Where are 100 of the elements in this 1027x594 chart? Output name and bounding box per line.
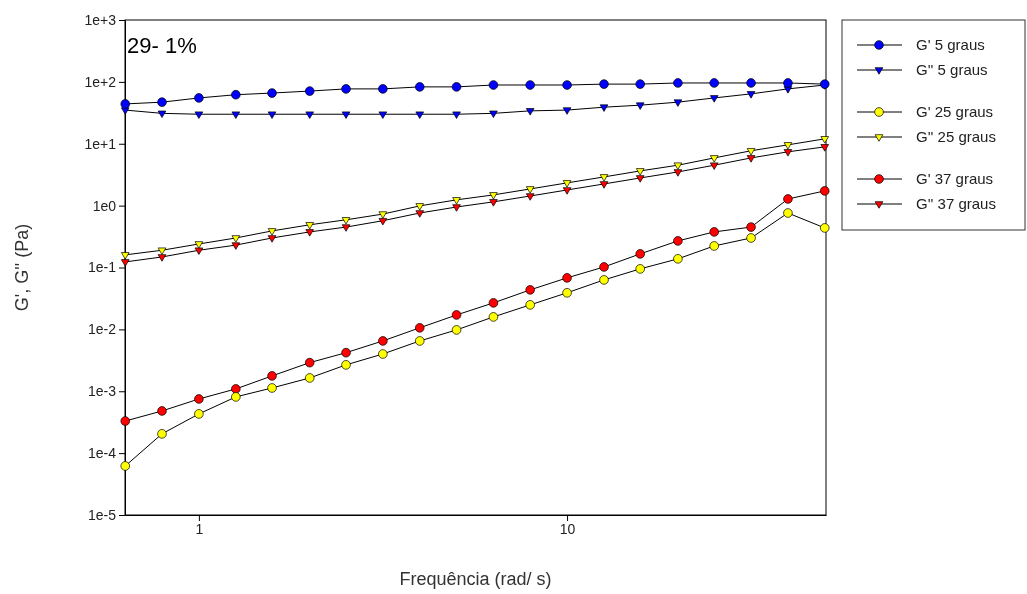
point [120, 99, 130, 109]
point [194, 394, 204, 404]
point [267, 111, 277, 119]
point [488, 298, 499, 308]
point [673, 254, 683, 264]
point [525, 186, 535, 194]
legend-label: G' 5 graus [916, 36, 985, 53]
y-axis-title: G', G'' (Pa) [12, 223, 32, 312]
point [341, 347, 351, 358]
point [121, 259, 130, 267]
point [121, 107, 130, 115]
point [820, 186, 830, 196]
point [157, 429, 167, 439]
point [378, 218, 388, 226]
y-tick-label: 1e+2 [84, 73, 117, 90]
point [231, 392, 241, 402]
point [709, 155, 719, 163]
point [157, 97, 167, 107]
point [673, 236, 683, 246]
point [489, 192, 498, 200]
annotation: 29- 1% [127, 33, 197, 58]
point [341, 360, 351, 370]
point [194, 111, 204, 119]
point [231, 242, 241, 250]
point [746, 155, 756, 163]
point [599, 275, 609, 285]
point [562, 187, 572, 195]
point [746, 233, 756, 243]
point [194, 93, 204, 103]
point [489, 199, 498, 207]
point [709, 227, 719, 237]
point [194, 247, 204, 255]
point [709, 78, 719, 88]
y-tick-label: 1e-3 [87, 383, 117, 400]
point [488, 80, 499, 90]
legend-label: G'' 25 graus [916, 128, 996, 145]
point [673, 99, 683, 107]
point [341, 84, 351, 94]
point [305, 222, 314, 230]
point [304, 357, 315, 368]
point [635, 264, 645, 274]
point [525, 108, 535, 116]
point [525, 285, 535, 295]
point [451, 325, 462, 335]
point [635, 102, 645, 110]
point [746, 91, 756, 99]
point [231, 384, 241, 394]
point [562, 288, 572, 298]
point [267, 383, 277, 393]
point [157, 406, 167, 416]
y-tick-label: 1e0 [92, 197, 117, 214]
point [635, 249, 645, 259]
point [746, 148, 756, 156]
point [673, 169, 683, 177]
x-axis-title: Frequência (rad/ s) [399, 569, 552, 589]
point [709, 241, 719, 251]
point [635, 175, 645, 183]
point [415, 111, 424, 119]
point [599, 79, 609, 89]
point [341, 224, 351, 232]
point [341, 217, 351, 225]
point [525, 193, 535, 201]
point [120, 461, 130, 471]
point [783, 142, 793, 150]
y-tick-label: 1e-1 [87, 259, 117, 276]
point [746, 222, 756, 232]
point [746, 78, 756, 88]
x-tick-label: 1 [195, 520, 204, 537]
point [599, 174, 609, 182]
point [267, 371, 277, 381]
point [599, 104, 609, 112]
point [231, 90, 241, 100]
point [157, 247, 167, 255]
point [562, 273, 572, 283]
y-tick-label: 1e-4 [87, 445, 117, 462]
point [488, 312, 499, 322]
point [415, 336, 425, 346]
point [341, 111, 351, 119]
point [157, 254, 167, 262]
point [673, 78, 683, 88]
point [635, 79, 645, 89]
legend-label: G'' 5 graus [916, 61, 988, 78]
point [820, 144, 829, 152]
point [378, 84, 388, 94]
point [157, 110, 167, 118]
point [267, 88, 277, 98]
y-tick-label: 1e-5 [87, 506, 117, 523]
point [378, 336, 388, 346]
point [304, 86, 315, 96]
point [673, 162, 683, 170]
point [231, 111, 241, 119]
point [783, 208, 793, 218]
y-tick-label: 1e+3 [84, 11, 117, 28]
point [415, 203, 424, 211]
point [562, 180, 572, 188]
point [415, 210, 424, 218]
point [820, 223, 830, 233]
point [378, 349, 388, 359]
legend-label: G'' 37 graus [916, 195, 996, 212]
point [451, 310, 462, 320]
